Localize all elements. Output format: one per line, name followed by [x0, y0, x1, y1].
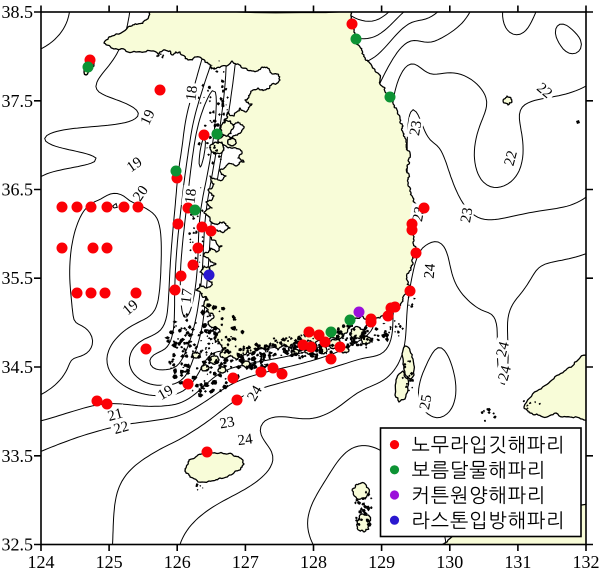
svg-text:19: 19 [155, 382, 176, 403]
svg-text:131: 131 [504, 552, 531, 572]
svg-text:33.5: 33.5 [2, 446, 34, 466]
svg-text:24: 24 [494, 340, 513, 359]
svg-text:128: 128 [300, 552, 327, 572]
svg-text:22: 22 [112, 419, 131, 438]
svg-text:35.5: 35.5 [2, 268, 34, 288]
svg-text:24: 24 [496, 364, 515, 383]
svg-text:129: 129 [368, 552, 395, 572]
svg-text:34.5: 34.5 [2, 357, 34, 377]
svg-text:127: 127 [232, 552, 259, 572]
svg-text:32.5: 32.5 [2, 535, 34, 555]
svg-text:38.5: 38.5 [2, 2, 34, 22]
svg-text:130: 130 [436, 552, 463, 572]
svg-text:18: 18 [182, 188, 200, 205]
svg-text:24: 24 [237, 431, 255, 449]
svg-text:22: 22 [502, 149, 521, 168]
svg-text:23: 23 [218, 414, 236, 432]
svg-text:18: 18 [183, 85, 201, 102]
svg-text:23: 23 [407, 119, 425, 137]
svg-text:125: 125 [96, 552, 123, 572]
svg-text:37.5: 37.5 [2, 91, 34, 111]
svg-text:17: 17 [178, 287, 196, 304]
svg-text:24: 24 [422, 262, 439, 279]
svg-text:36.5: 36.5 [2, 180, 34, 200]
svg-text:23: 23 [458, 206, 476, 224]
svg-text:126: 126 [164, 552, 191, 572]
svg-text:19: 19 [138, 107, 159, 127]
svg-text:132: 132 [573, 552, 600, 572]
svg-text:25: 25 [417, 393, 435, 411]
svg-text:124: 124 [28, 552, 55, 572]
